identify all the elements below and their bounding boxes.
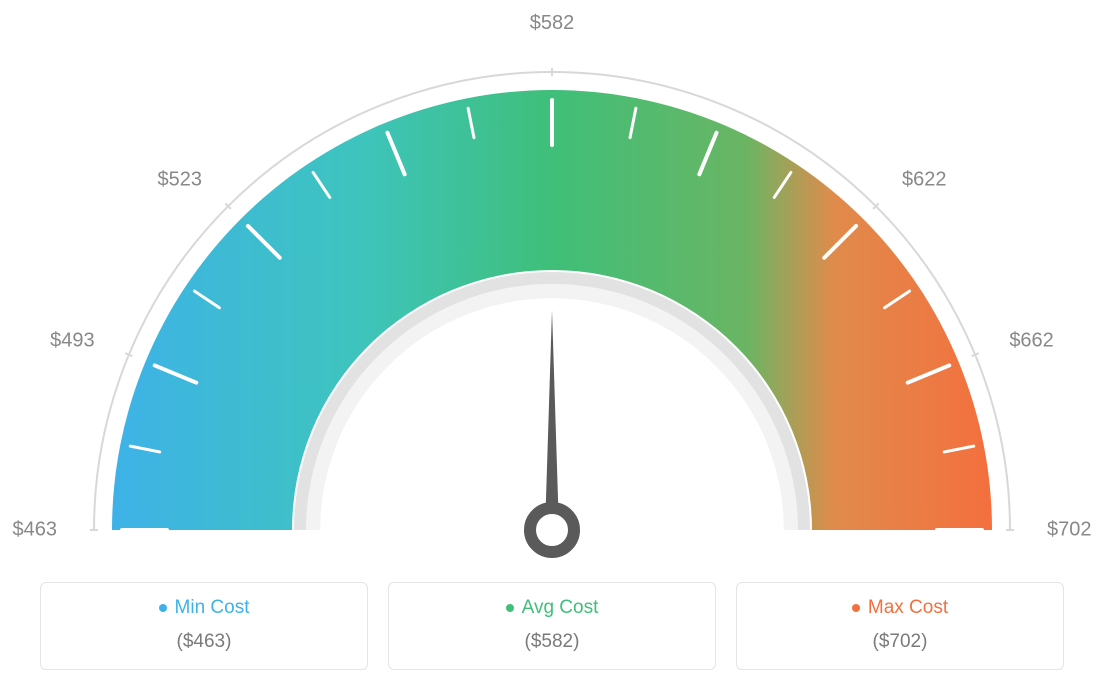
gauge-tick-label: $523	[157, 168, 202, 191]
gauge-tick-label: $702	[1047, 519, 1092, 542]
gauge-tick-label: $582	[530, 12, 575, 35]
legend-max-label: Max Cost	[868, 597, 948, 619]
gauge-area: $463 $493 $523 $582 $622 $662 $702	[0, 0, 1104, 560]
legend-max-title: Max Cost	[852, 597, 948, 619]
gauge-chart-container: $463 $493 $523 $582 $622 $662 $702 Min Cost ($…	[0, 0, 1104, 690]
gauge-tick-label: $493	[50, 329, 95, 352]
legend-avg-label: Avg Cost	[522, 597, 599, 619]
gauge-tick-label: $463	[13, 519, 58, 542]
legend-min: Min Cost ($463)	[40, 582, 368, 670]
dot-icon	[159, 604, 167, 612]
dot-icon	[506, 604, 514, 612]
legend-min-value: ($463)	[51, 631, 357, 653]
gauge-tick-label: $622	[902, 168, 947, 191]
legend-min-label: Min Cost	[175, 597, 250, 619]
legend-avg: Avg Cost ($582)	[388, 582, 716, 670]
legend-avg-title: Avg Cost	[506, 597, 599, 619]
legend-max: Max Cost ($702)	[736, 582, 1064, 670]
dot-icon	[852, 604, 860, 612]
gauge-svg	[0, 30, 1104, 590]
legend-max-value: ($702)	[747, 631, 1053, 653]
legend-row: Min Cost ($463) Avg Cost ($582) Max Cost…	[40, 582, 1064, 670]
legend-min-title: Min Cost	[159, 597, 250, 619]
legend-avg-value: ($582)	[399, 631, 705, 653]
gauge-tick-label: $662	[1009, 329, 1054, 352]
